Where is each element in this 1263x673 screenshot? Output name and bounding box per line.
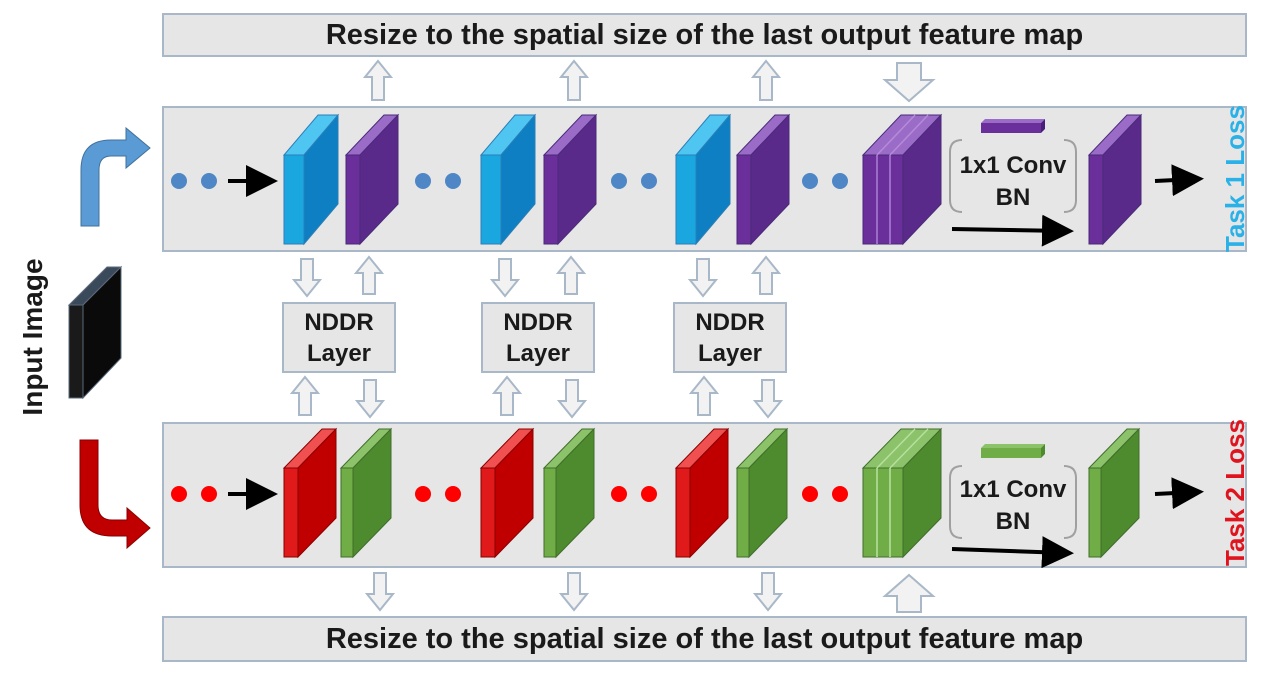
task1-conv-bracket-right <box>1063 139 1077 213</box>
red-curved-arrow-icon <box>79 439 151 550</box>
nddr-layer-2-subtitle: Layer <box>505 339 571 367</box>
nddr-layer-1: NDDR Layer <box>282 302 396 373</box>
task2-dots-4 <box>802 486 848 502</box>
task2-green-block-3 <box>735 427 789 559</box>
nddr-layer-1-subtitle: Layer <box>306 339 372 367</box>
blue-curved-arrow-icon <box>80 126 151 227</box>
up-arrow-icon <box>362 59 394 101</box>
down-arrow-icon <box>489 258 521 298</box>
task1-blue-block-1 <box>282 113 340 246</box>
task2-conv-filter <box>981 444 1045 458</box>
bottom-resize-arrows <box>364 572 936 613</box>
nddr-layer-3-title: NDDR <box>695 308 765 336</box>
task2-conv-label: 1x1 Conv BN <box>948 474 1078 538</box>
task1-conv-line2: BN <box>995 184 1031 211</box>
task2-conv-bracket-left <box>949 465 963 539</box>
nddr-layer-3-subtitle: Layer <box>697 339 763 367</box>
task1-blue-block-3 <box>674 113 732 246</box>
up-arrow-icon <box>750 59 782 101</box>
up-arrow-icon <box>688 375 720 416</box>
task1-concat-stack <box>861 113 943 246</box>
down-arrow-icon <box>558 572 590 612</box>
down-arrow-icon <box>354 379 386 419</box>
task1-dots-2 <box>415 173 461 189</box>
task1-loss-label: Task 1 Loss <box>1220 105 1250 252</box>
task1-conv-label: 1x1 Conv BN <box>948 150 1078 214</box>
nddr-layer-2-title: NDDR <box>503 308 573 336</box>
input-image-block <box>67 265 123 400</box>
input-image-label: Input Image <box>17 258 48 416</box>
nddr-arrows <box>289 255 784 419</box>
task2-loss-label: Task 2 Loss <box>1220 419 1250 566</box>
top-resize-arrows <box>362 59 936 103</box>
down-arrow-icon <box>364 572 396 612</box>
task2-loss-arrow <box>1154 477 1204 510</box>
task2-conv-line1: 1x1 Conv <box>959 476 1067 503</box>
task1-loss-arrow <box>1154 164 1204 197</box>
task2-output-block <box>1087 427 1141 559</box>
task1-purple-block-3 <box>735 113 791 246</box>
up-arrow-icon <box>353 255 385 295</box>
up-arrow-icon <box>882 573 936 613</box>
down-arrow-icon <box>882 62 936 103</box>
down-arrow-icon <box>687 258 719 298</box>
down-arrow-icon <box>556 379 588 419</box>
nddr-layer-1-title: NDDR <box>304 308 374 336</box>
task1-output-block <box>1087 113 1143 246</box>
task1-conv-line1: 1x1 Conv <box>959 152 1067 179</box>
down-arrow-icon <box>752 379 784 419</box>
up-arrow-icon <box>555 255 587 295</box>
task2-red-block-1 <box>282 427 338 559</box>
nddr-layer-3: NDDR Layer <box>673 302 787 373</box>
task1-conv-filter <box>981 119 1045 133</box>
up-arrow-icon <box>558 59 590 101</box>
task1-conv-arrow <box>951 214 1074 247</box>
down-arrow-icon <box>752 572 784 612</box>
task2-conv-arrow <box>951 536 1074 569</box>
up-arrow-icon <box>750 255 782 295</box>
nddr-layer-2: NDDR Layer <box>481 302 595 373</box>
task2-dots-1 <box>171 486 217 502</box>
task2-red-block-2 <box>479 427 535 559</box>
task1-conv-bracket-left <box>949 139 963 213</box>
task1-purple-block-2 <box>542 113 598 246</box>
task2-dots-2 <box>415 486 461 502</box>
task1-dots-4 <box>802 173 848 189</box>
bottom-resize-banner: Resize to the spatial size of the last o… <box>162 616 1247 662</box>
task2-green-block-2 <box>542 427 596 559</box>
task1-dots-1 <box>171 173 217 189</box>
task1-purple-block-1 <box>344 113 400 246</box>
task2-conv-line2: BN <box>995 508 1031 535</box>
task1-dots-3 <box>611 173 657 189</box>
up-arrow-icon <box>289 375 321 416</box>
task2-dots-3 <box>611 486 657 502</box>
down-arrow-icon <box>291 258 323 298</box>
task2-green-block-1 <box>339 427 393 559</box>
task1-blue-block-2 <box>479 113 537 246</box>
top-resize-banner: Resize to the spatial size of the last o… <box>162 13 1247 57</box>
task2-red-block-3 <box>674 427 730 559</box>
up-arrow-icon <box>491 375 523 416</box>
task2-concat-stack <box>861 427 943 559</box>
